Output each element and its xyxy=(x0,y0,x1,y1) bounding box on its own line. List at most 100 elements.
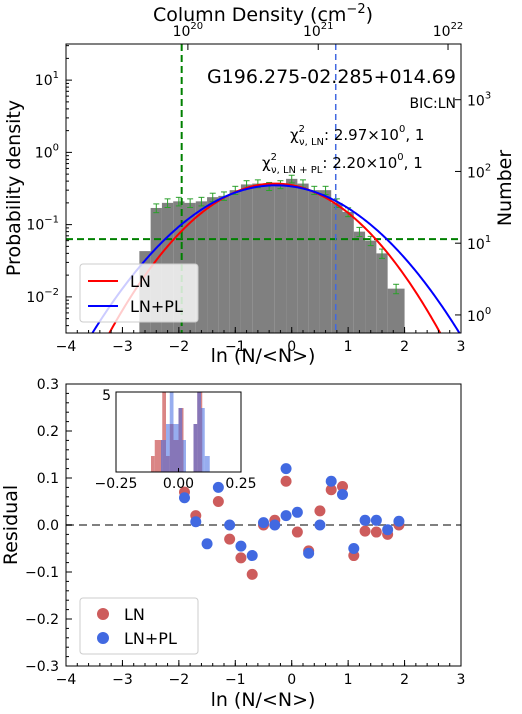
inset-lnpl-bar xyxy=(201,408,205,472)
lnpl-residual-point xyxy=(337,488,348,500)
lnpl-residual-point xyxy=(291,506,303,518)
top-axis-tick-label: 1022 xyxy=(433,21,464,40)
histogram-bar xyxy=(252,183,264,333)
top-ylabel: Probability density xyxy=(3,100,25,276)
histogram-bar xyxy=(365,240,377,333)
lnpl-residual-point xyxy=(235,540,247,552)
inset-ln-bar xyxy=(158,440,163,472)
chi-ln-value: : 2.97×10 xyxy=(324,126,399,144)
inset-lnpl-bar xyxy=(166,424,170,472)
bottom-ytick-label: 0.1 xyxy=(37,471,59,487)
chi-lnpl-symbol: χ xyxy=(262,154,271,172)
bottom-legend: LN LN+PL xyxy=(79,597,199,655)
chi-lnpl-annotation: χ2 ν, LN + PL: 2.20×100, 1 xyxy=(262,152,423,176)
bottom-xlabel: ln (N/<N>) xyxy=(211,689,316,711)
lnpl-residual-point xyxy=(348,543,360,554)
top-axis-tick-label: 1021 xyxy=(303,21,334,40)
bottom-ytick-label: 0.0 xyxy=(37,518,59,534)
inset-lnpl-bar xyxy=(161,440,166,472)
top-xtick-label: −4 xyxy=(56,339,77,355)
top-xtick-label: −1 xyxy=(225,339,246,355)
top-ytick-label: 101 xyxy=(35,70,59,89)
histogram-bar xyxy=(387,288,405,333)
bottom-ytick-label: −0.3 xyxy=(25,659,59,675)
bottom-xtick-label: 2 xyxy=(400,672,409,688)
inset-xtick-label: −0.25 xyxy=(95,476,138,492)
bottom-legend-box xyxy=(79,597,199,655)
chi-ln-exp: 0 xyxy=(399,124,405,135)
ln-residual-point xyxy=(337,480,348,492)
lnpl-residual-point xyxy=(179,492,190,504)
top-xtick-label: 2 xyxy=(400,339,409,355)
ln-residual-point xyxy=(359,525,371,537)
top-axis-tick-label: 1020 xyxy=(173,21,204,40)
histogram-bar xyxy=(229,190,241,333)
top-xtick-label: −3 xyxy=(112,339,133,355)
right-ytick-label: 103 xyxy=(467,91,491,110)
top-xtick-label: 1 xyxy=(344,339,353,355)
inset-lnpl-bar xyxy=(197,392,201,472)
pdf-panel: −4 −3 −2 −1 0 1 2 3 10−2 10−1 100 101 100 101 102 103 10… xyxy=(3,2,516,367)
ln-residual-point xyxy=(246,568,258,580)
histogram-bar xyxy=(263,186,275,333)
top-ylabel-right: Number xyxy=(494,150,516,227)
bottom-xtick-label: 1 xyxy=(344,672,353,688)
ln-residual-point xyxy=(291,526,303,538)
chi-lnpl-tail: , 1 xyxy=(404,154,423,172)
histogram-bar xyxy=(308,190,320,333)
inset-lnpl-bar xyxy=(173,424,179,472)
lnpl-residual-point xyxy=(303,547,315,559)
histogram-bar xyxy=(331,202,343,333)
top-xtick-label: 0 xyxy=(287,339,296,355)
lnpl-residual-point xyxy=(280,510,292,522)
top-title: G196.275-02.285+014.69 xyxy=(207,66,456,88)
bottom-ytick-label: −0.1 xyxy=(25,565,59,581)
bottom-ytick-label: 0.3 xyxy=(37,377,59,393)
bottom-xtick-label: −3 xyxy=(112,672,133,688)
lnpl-residual-point xyxy=(280,463,292,475)
chi-lnpl-sup: 2 xyxy=(271,152,277,163)
top-legend: LN LN+PL xyxy=(79,263,199,323)
legend-ln-marker xyxy=(97,608,109,620)
bottom-axis-ticks: −4 −3 −2 −1 0 1 2 3 −0.3 −0.2 −0.1 0.0 0.1 0.2 0.3 xyxy=(25,377,465,688)
inset-lnpl-bar xyxy=(178,408,183,472)
lnpl-residual-point xyxy=(269,519,281,531)
ln-residual-point xyxy=(212,496,224,507)
top-xtick-label: 3 xyxy=(457,339,466,355)
lnpl-residual-point xyxy=(370,514,382,526)
lnpl-residual-point xyxy=(382,524,394,536)
bottom-ylabel: Residual xyxy=(0,485,22,565)
inset-lnpl-bar xyxy=(169,392,174,472)
chi-lnpl-exp: 0 xyxy=(397,152,403,163)
histogram-bar xyxy=(195,201,208,333)
residual-histogram-inset: −0.25 0.00 0.25 5 xyxy=(95,388,257,492)
lnpl-residual-point xyxy=(201,538,213,550)
chi-lnpl-value: : 2.20×10 xyxy=(322,154,397,172)
lnpl-residual-point xyxy=(212,481,224,493)
column-density-text: Column Density (cm xyxy=(153,4,346,26)
legend-ln-label: LN xyxy=(130,272,151,291)
inset-lnpl-bar xyxy=(204,456,210,472)
bottom-xtick-label: 3 xyxy=(457,672,466,688)
ln-residual-point xyxy=(325,484,337,496)
bottom-xtick-label: −1 xyxy=(225,672,246,688)
chi-ln-sup: 2 xyxy=(299,124,305,135)
chi-ln-tail: , 1 xyxy=(405,126,424,144)
top-plot-frame xyxy=(65,43,462,334)
inset-ln-bar xyxy=(151,456,155,472)
inset-ytick-label: 5 xyxy=(102,388,111,404)
legend-lnpl-marker xyxy=(97,632,109,644)
histogram-bar xyxy=(286,178,298,333)
top-legend-box xyxy=(79,263,199,323)
inset-ln-bar xyxy=(154,440,159,472)
bottom-xtick-label: −4 xyxy=(56,672,77,688)
top-xlabel: ln (N/<N>) xyxy=(211,345,316,367)
ln-residual-point xyxy=(224,533,236,545)
legend-lnpl-label: LN+PL xyxy=(130,297,183,316)
histogram-bar xyxy=(342,211,354,333)
ln-residual-point xyxy=(314,505,326,517)
lnpl-residual-point xyxy=(393,515,405,527)
ln-residual-point xyxy=(280,475,292,487)
bottom-ytick-label: −0.2 xyxy=(25,612,59,628)
inset-xtick-label: 0.00 xyxy=(163,476,194,492)
